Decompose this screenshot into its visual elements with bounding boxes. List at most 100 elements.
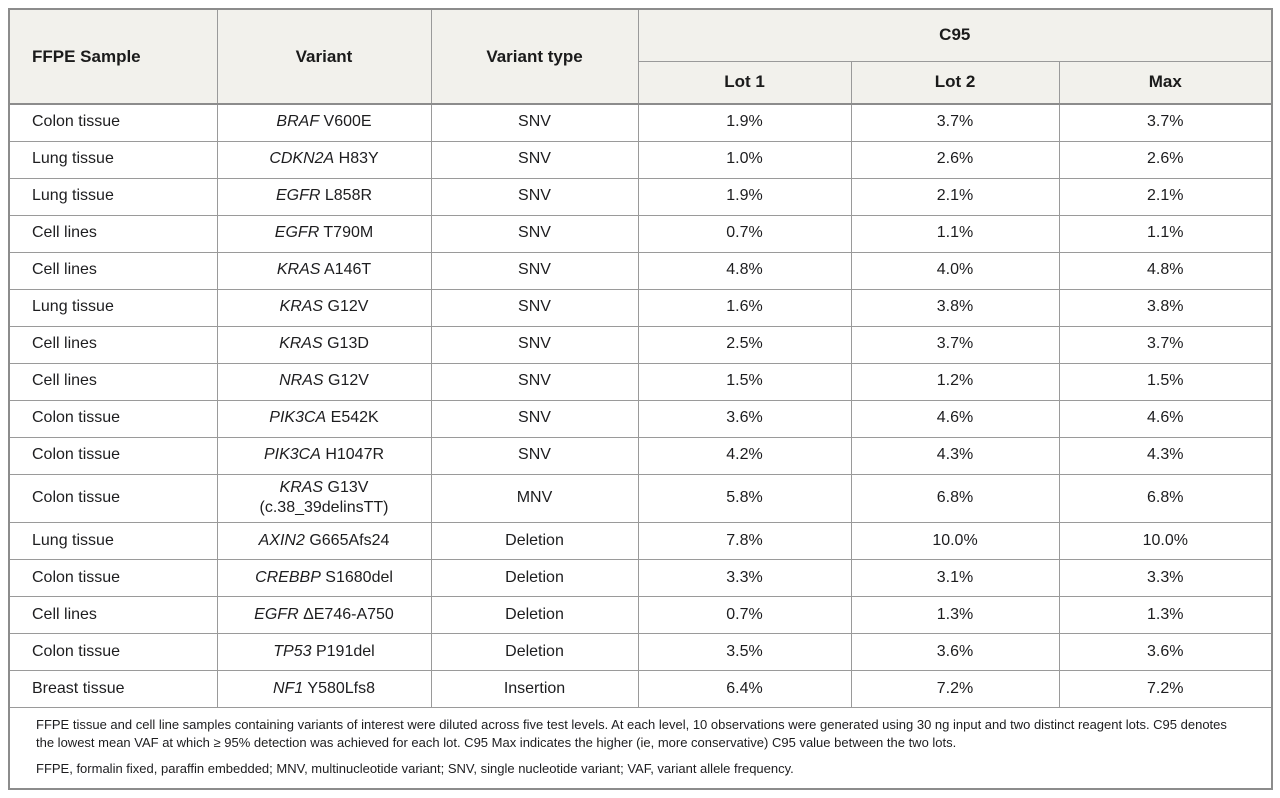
c95-max-cell: 4.8% (1058, 251, 1273, 290)
c95-max-cell: 3.3% (1058, 559, 1273, 598)
sample-cell: Colon tissue (8, 559, 218, 598)
c95-max-cell: 3.6% (1058, 633, 1273, 672)
sample-cell: Colon tissue (8, 103, 218, 142)
c95-lot1-cell: 1.6% (637, 288, 852, 327)
table-row: Cell lines KRAS A146T SNV 4.8% 4.0% 4.8% (8, 251, 1273, 290)
c95-max-cell: 3.7% (1058, 325, 1273, 364)
variant-type-cell: SNV (430, 251, 639, 290)
variant-type-cell: SNV (430, 103, 639, 142)
c95-lot2-cell: 7.2% (850, 670, 1060, 709)
c95-max-cell: 3.7% (1058, 103, 1273, 142)
variant-type-cell: SNV (430, 140, 639, 179)
footnote-abbreviations: FFPE, formalin fixed, paraffin embedded;… (36, 761, 794, 777)
table-row: Cell lines KRAS G13D SNV 2.5% 3.7% 3.7% (8, 325, 1273, 364)
sample-cell: Lung tissue (8, 522, 218, 561)
sample-cell: Lung tissue (8, 140, 218, 179)
variant-cell: NRAS G12V (216, 362, 432, 401)
sample-cell: Cell lines (8, 325, 218, 364)
gene-symbol: NRAS (279, 372, 324, 390)
c95-detection-table: FFPE Sample Variant Variant type C95 Lot… (8, 8, 1274, 790)
c95-lot2-cell: 6.8% (850, 473, 1060, 524)
gene-symbol: CREBBP (255, 568, 321, 586)
table-row: Colon tissue TP53 P191del Deletion 3.5% 3.6%… (8, 633, 1273, 672)
col-header-c95-group: C95 (637, 8, 1273, 62)
variant-type-cell: Deletion (430, 596, 639, 635)
c95-lot2-cell: 3.7% (850, 325, 1060, 364)
c95-max-cell: 4.3% (1058, 436, 1273, 475)
table-row: Colon tissue KRAS G13V (c.38_39delinsTT) MN… (8, 473, 1273, 524)
gene-symbol: EGFR (274, 224, 320, 242)
c95-lot2-cell: 2.1% (850, 177, 1060, 216)
variant-cell: EGFR L858R (216, 177, 432, 216)
table-row: Lung tissue EGFR L858R SNV 1.9% 2.1% 2.1% (8, 177, 1273, 216)
table-row: Colon tissue CREBBP S1680del Deletion 3.3% 3… (8, 559, 1273, 598)
col-header-max: Max (1058, 60, 1273, 105)
col-header-lot1: Lot 1 (637, 60, 852, 105)
c95-lot2-cell: 3.8% (850, 288, 1060, 327)
c95-lot2-cell: 4.0% (850, 251, 1060, 290)
sample-cell: Colon tissue (8, 436, 218, 475)
variant-type-cell: SNV (430, 436, 639, 475)
table-row: Lung tissue AXIN2 G665Afs24 Deletion 7.8% 10… (8, 522, 1273, 561)
c95-max-cell: 3.8% (1058, 288, 1273, 327)
table-row: Colon tissue PIK3CA E542K SNV 3.6% 4.6% 4.6% (8, 399, 1273, 438)
variant-cell: AXIN2 G665Afs24 (216, 522, 432, 561)
col-header-ffpe-sample: FFPE Sample (8, 8, 218, 105)
c95-lot2-cell: 2.6% (850, 140, 1060, 179)
c95-lot1-cell: 5.8% (637, 473, 852, 524)
table-row: Colon tissue PIK3CA H1047R SNV 4.2% 4.3% 4.3% (8, 436, 1273, 475)
c95-lot1-cell: 3.5% (637, 633, 852, 672)
c95-lot1-cell: 3.6% (637, 399, 852, 438)
table-row: Cell lines EGFR ΔE746-A750 Deletion 0.7% 1.3… (8, 596, 1273, 635)
table-row: Colon tissue BRAF V600E SNV 1.9% 3.7% 3.7% (8, 103, 1273, 142)
c95-lot1-cell: 6.4% (637, 670, 852, 709)
variant-type-cell: SNV (430, 177, 639, 216)
variant-cell: TP53 P191del (216, 633, 432, 672)
variant-type-cell: SNV (430, 399, 639, 438)
variant-cell: CREBBP S1680del (216, 559, 432, 598)
sample-cell: Cell lines (8, 596, 218, 635)
gene-symbol: NF1 (273, 679, 304, 697)
c95-max-cell: 6.8% (1058, 473, 1273, 524)
table-header: FFPE Sample Variant Variant type C95 Lot… (8, 8, 1273, 105)
sample-cell: Cell lines (8, 362, 218, 401)
c95-lot2-cell: 10.0% (850, 522, 1060, 561)
variant-cell: EGFR ΔE746-A750 (216, 596, 432, 635)
variant-cell: BRAF V600E (216, 103, 432, 142)
sample-cell: Cell lines (8, 214, 218, 253)
c95-lot2-cell: 3.7% (850, 103, 1060, 142)
variant-cell: KRAS A146T (216, 251, 432, 290)
variant-cell: NF1 Y580Lfs8 (216, 670, 432, 709)
gene-symbol: TP53 (273, 642, 312, 660)
c95-lot1-cell: 1.9% (637, 103, 852, 142)
gene-symbol: AXIN2 (258, 531, 305, 549)
variant-type-cell: SNV (430, 325, 639, 364)
gene-symbol: CDKN2A (269, 150, 335, 168)
c95-lot1-cell: 7.8% (637, 522, 852, 561)
c95-max-cell: 1.5% (1058, 362, 1273, 401)
sample-cell: Lung tissue (8, 177, 218, 216)
table-row: Breast tissue NF1 Y580Lfs8 Insertion 6.4% 7.… (8, 670, 1273, 709)
col-header-variant-type: Variant type (430, 8, 639, 105)
c95-lot2-cell: 4.3% (850, 436, 1060, 475)
c95-lot1-cell: 1.9% (637, 177, 852, 216)
variant-cell: CDKN2A H83Y (216, 140, 432, 179)
c95-max-cell: 1.3% (1058, 596, 1273, 635)
gene-symbol: KRAS (279, 335, 323, 353)
c95-lot2-cell: 1.2% (850, 362, 1060, 401)
c95-lot1-cell: 3.3% (637, 559, 852, 598)
c95-lot1-cell: 1.0% (637, 140, 852, 179)
variant-type-cell: MNV (430, 473, 639, 524)
c95-lot2-cell: 3.6% (850, 633, 1060, 672)
gene-symbol: KRAS (276, 261, 321, 279)
variant-type-cell: SNV (430, 288, 639, 327)
col-header-variant: Variant (216, 8, 432, 105)
c95-lot1-cell: 2.5% (637, 325, 852, 364)
variant-cell: KRAS G13D (216, 325, 432, 364)
variant-cell: PIK3CA H1047R (216, 436, 432, 475)
footnotes-cell: FFPE tissue and cell line samples contai… (8, 707, 1273, 790)
c95-lot1-cell: 0.7% (637, 596, 852, 635)
variant-type-cell: Deletion (430, 559, 639, 598)
sample-cell: Lung tissue (8, 288, 218, 327)
variant-type-cell: SNV (430, 362, 639, 401)
